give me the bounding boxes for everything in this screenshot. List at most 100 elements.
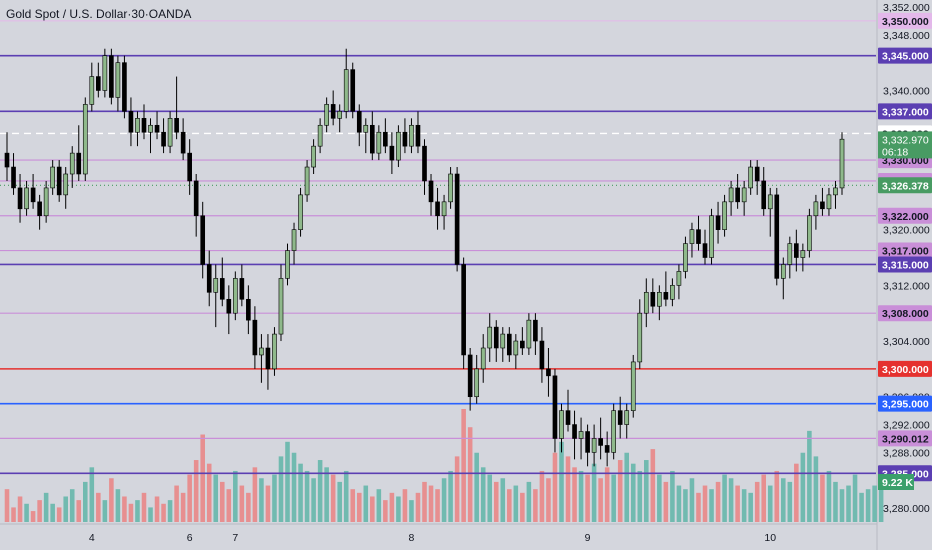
- level-badge[interactable]: 3,315.000: [878, 256, 932, 273]
- candle[interactable]: [363, 118, 369, 154]
- candle[interactable]: [546, 348, 551, 397]
- candle[interactable]: [324, 97, 329, 133]
- candle[interactable]: [226, 285, 232, 335]
- candle[interactable]: [180, 118, 186, 161]
- candle[interactable]: [578, 417, 584, 460]
- candle[interactable]: [337, 104, 343, 133]
- candle[interactable]: [585, 424, 590, 467]
- candle[interactable]: [513, 334, 519, 369]
- candle[interactable]: [500, 327, 506, 362]
- candle[interactable]: [506, 327, 512, 362]
- candle[interactable]: [259, 334, 264, 383]
- candle[interactable]: [637, 299, 643, 369]
- candle[interactable]: [232, 271, 238, 321]
- candle[interactable]: [774, 187, 780, 286]
- candle[interactable]: [552, 368, 558, 453]
- level-badge[interactable]: 3,317.000: [878, 242, 932, 259]
- candle[interactable]: [311, 139, 316, 174]
- candle[interactable]: [291, 222, 297, 265]
- candle[interactable]: [187, 139, 192, 195]
- level-badge[interactable]: 3,308.000: [878, 305, 932, 322]
- candle[interactable]: [794, 229, 799, 272]
- candle[interactable]: [696, 215, 701, 251]
- candle[interactable]: [24, 180, 29, 216]
- candle[interactable]: [839, 132, 845, 195]
- candle[interactable]: [657, 285, 662, 321]
- candle[interactable]: [213, 264, 219, 328]
- candle[interactable]: [722, 194, 727, 237]
- candle[interactable]: [663, 271, 669, 307]
- candle[interactable]: [96, 62, 101, 98]
- candle[interactable]: [200, 201, 206, 279]
- candle[interactable]: [246, 285, 251, 335]
- candle[interactable]: [402, 118, 408, 154]
- candle[interactable]: [389, 132, 395, 174]
- candle[interactable]: [396, 125, 401, 168]
- level-badge[interactable]: 3,300.000: [878, 360, 932, 377]
- candle[interactable]: [493, 320, 499, 362]
- candle[interactable]: [683, 236, 688, 279]
- candle[interactable]: [76, 125, 82, 181]
- candle[interactable]: [761, 167, 767, 216]
- candle[interactable]: [128, 97, 134, 147]
- candle[interactable]: [415, 111, 421, 154]
- level-badge[interactable]: 3,337.000: [878, 103, 932, 120]
- candle[interactable]: [135, 111, 140, 147]
- candle[interactable]: [833, 180, 838, 209]
- candle[interactable]: [330, 90, 336, 126]
- candle[interactable]: [4, 132, 10, 181]
- level-badge[interactable]: 3,295.000: [878, 395, 932, 412]
- candle[interactable]: [167, 111, 173, 154]
- level-badge[interactable]: 3,350.000: [878, 12, 932, 29]
- candle[interactable]: [604, 431, 610, 467]
- candle[interactable]: [174, 76, 179, 140]
- candle[interactable]: [539, 327, 545, 383]
- candle[interactable]: [115, 55, 121, 112]
- candle[interactable]: [11, 153, 16, 195]
- candle[interactable]: [369, 111, 375, 161]
- candle[interactable]: [565, 389, 571, 432]
- candle[interactable]: [748, 160, 753, 195]
- candle[interactable]: [252, 306, 258, 369]
- candle[interactable]: [787, 236, 793, 279]
- candle[interactable]: [598, 417, 603, 460]
- candle[interactable]: [50, 160, 55, 195]
- candle[interactable]: [304, 160, 310, 202]
- candle[interactable]: [43, 180, 49, 223]
- candle[interactable]: [422, 139, 427, 195]
- candle[interactable]: [520, 327, 525, 355]
- candle[interactable]: [219, 257, 225, 307]
- candle[interactable]: [474, 354, 480, 404]
- candle[interactable]: [69, 146, 75, 188]
- candle[interactable]: [206, 250, 212, 307]
- candle[interactable]: [30, 174, 36, 209]
- candle[interactable]: [591, 424, 597, 467]
- candle[interactable]: [122, 55, 127, 119]
- candle[interactable]: [559, 403, 564, 453]
- candle[interactable]: [448, 167, 453, 209]
- candle[interactable]: [435, 187, 440, 230]
- candle[interactable]: [428, 174, 434, 216]
- candle[interactable]: [272, 327, 277, 376]
- candle[interactable]: [239, 264, 245, 307]
- candle[interactable]: [356, 104, 362, 147]
- candle[interactable]: [813, 194, 819, 230]
- candle[interactable]: [526, 313, 532, 355]
- candle[interactable]: [767, 187, 773, 237]
- level-badge[interactable]: 3,290.012: [878, 430, 932, 447]
- candle[interactable]: [689, 222, 695, 258]
- candle[interactable]: [317, 118, 323, 154]
- candle[interactable]: [376, 125, 382, 161]
- candle[interactable]: [278, 264, 284, 342]
- candle[interactable]: [533, 313, 538, 355]
- candle[interactable]: [343, 48, 349, 119]
- candle[interactable]: [441, 194, 447, 230]
- candle[interactable]: [702, 229, 708, 265]
- candle[interactable]: [154, 111, 160, 140]
- candle[interactable]: [454, 167, 460, 272]
- candle[interactable]: [298, 187, 303, 237]
- candle[interactable]: [800, 243, 806, 272]
- candle[interactable]: [285, 243, 290, 286]
- candle[interactable]: [624, 403, 630, 439]
